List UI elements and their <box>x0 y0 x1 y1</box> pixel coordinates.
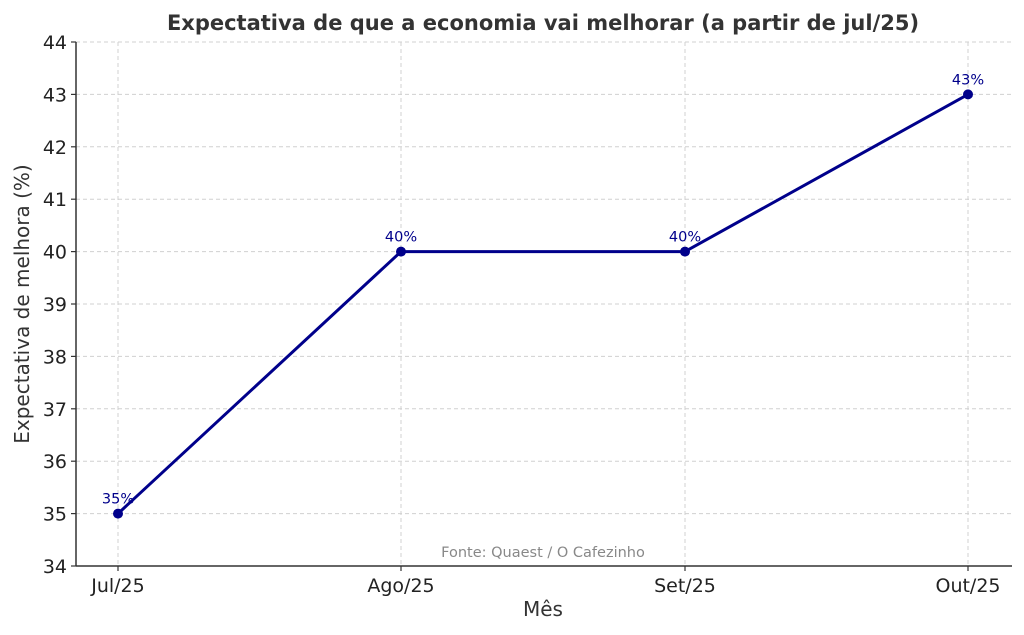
y-tick-label: 44 <box>43 32 67 54</box>
y-tick-label: 36 <box>43 451 67 473</box>
x-tick-label: Out/25 <box>935 575 1000 597</box>
data-point <box>680 246 690 257</box>
y-tick-label: 37 <box>43 399 67 421</box>
y-tick-label: 38 <box>43 346 67 368</box>
y-tick-label: 40 <box>43 242 67 264</box>
x-axis-label: Mês <box>523 597 563 621</box>
data-point <box>396 246 406 257</box>
axes <box>71 41 1012 571</box>
x-tick-label: Set/25 <box>654 575 716 597</box>
x-tick-label: Jul/25 <box>90 575 145 597</box>
data-label: 40% <box>669 230 701 246</box>
data-label: 35% <box>102 492 134 508</box>
y-tick-label: 42 <box>43 137 67 159</box>
data-label: 40% <box>385 230 417 246</box>
y-tick-label: 39 <box>43 294 67 316</box>
series: 35% 40% 40% 43% <box>102 72 984 519</box>
data-point <box>963 89 973 100</box>
chart-title: Expectativa de que a economia vai melhor… <box>167 11 919 35</box>
y-tick-label: 35 <box>43 504 67 526</box>
series-line <box>116 93 969 515</box>
y-axis-label: Expectativa de melhora (%) <box>10 164 34 443</box>
y-tick-label: 43 <box>43 84 67 106</box>
x-tick-label: Ago/25 <box>367 575 434 597</box>
data-label: 43% <box>952 72 984 88</box>
data-point <box>113 508 123 519</box>
source-annotation: Fonte: Quaest / O Cafezinho <box>441 545 645 561</box>
y-tick-label: 41 <box>43 189 67 211</box>
grid <box>76 41 1012 567</box>
tick-labels: 34 35 36 37 38 39 40 41 42 43 44 Jul/25 Ago/25 Set/25… <box>43 32 1001 597</box>
y-tick-label: 34 <box>43 556 67 578</box>
